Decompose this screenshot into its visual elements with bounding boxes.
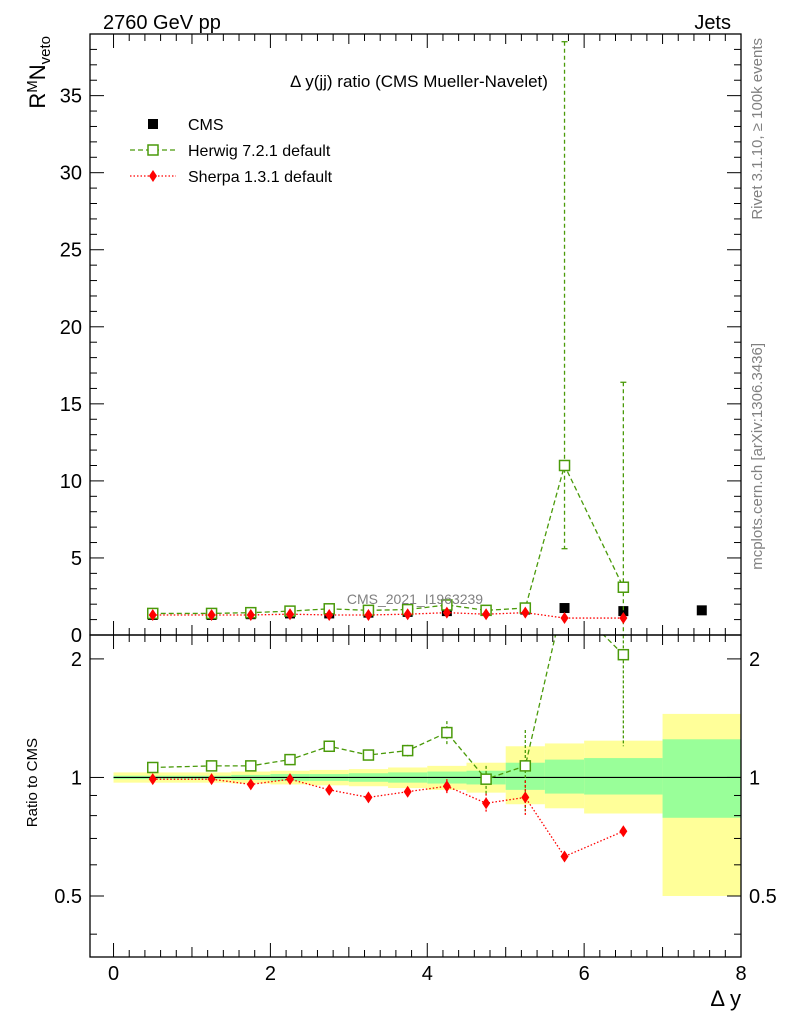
- legend-label-herwig: Herwig 7.2.1 default: [188, 143, 331, 160]
- x-tick-label: 4: [422, 963, 433, 985]
- legend: CMS Herwig 7.2.1 default Sherpa 1.3.1 de…: [130, 117, 333, 186]
- sherpa-point-2: [246, 608, 255, 621]
- side-label-bottom: mcplots.cern.ch [arXiv:1306.3436]: [749, 343, 766, 570]
- chart-title: Δ y(jj) ratio (CMS Mueller-Navelet): [290, 72, 548, 91]
- band-inner-12: [662, 739, 741, 818]
- legend-label-cms: CMS: [188, 117, 224, 134]
- ratio-clipped-group: [146, 635, 630, 863]
- legend-marker-cms: [148, 119, 158, 129]
- sherpa-ratio-point-7: [442, 780, 451, 793]
- herwig-point-10: [558, 459, 571, 472]
- sherpa-point-5: [364, 608, 373, 621]
- ratio-y-tick-label-right: 1: [749, 767, 760, 789]
- header-left: 2760 GeV pp: [103, 12, 221, 34]
- sherpa-ratio-point-11: [619, 825, 628, 838]
- band-inner-11: [584, 758, 663, 795]
- ratio-y-tick-label-right: 0.5: [749, 886, 777, 908]
- main-y-tick-label: 0: [71, 625, 82, 647]
- herwig-ratio-point-0: [146, 761, 159, 774]
- ratio-y-axis-label: Ratio to CMS: [24, 738, 41, 827]
- ratio-y-tick-label-left: 2: [71, 649, 82, 671]
- ratio-y-tick-label-left: 0.5: [54, 886, 82, 908]
- sherpa-ratio-point-5: [364, 791, 373, 804]
- y-axis-label: RMNveto: [24, 36, 54, 109]
- main-y-tick-label: 20: [60, 317, 82, 339]
- sherpa-point-3: [286, 608, 295, 621]
- legend-marker-herwig: [147, 144, 159, 156]
- cms-point-10: [559, 603, 570, 614]
- ratio-panel-marks: [146, 635, 630, 863]
- band-inner-10: [544, 759, 585, 794]
- legend-label-sherpa: Sherpa 1.3.1 default: [188, 169, 333, 186]
- sherpa-point-6: [403, 608, 412, 621]
- main-y-tick-label: 15: [60, 394, 82, 416]
- sherpa-point-0: [148, 608, 157, 621]
- cms-point-11: [618, 606, 629, 617]
- side-label-top: Rivet 3.1.10, ≥ 100k events: [749, 38, 766, 220]
- main-y-tick-label: 5: [71, 548, 82, 570]
- herwig-point-11: [617, 581, 630, 593]
- herwig-ratio-point-3: [284, 753, 296, 766]
- herwig-ratio-point-7: [441, 726, 453, 739]
- cms-point-12: [696, 605, 707, 616]
- herwig-ratio-point-4: [323, 740, 335, 753]
- sherpa-ratio-point-4: [325, 783, 334, 796]
- herwig-ratio-point-1: [205, 760, 218, 772]
- sherpa-point-9: [521, 606, 530, 619]
- herwig-ratio-line: [152, 635, 624, 780]
- x-tick-label: 2: [265, 963, 276, 985]
- sherpa-ratio-point-1: [207, 773, 216, 786]
- sherpa-point-1: [207, 608, 216, 621]
- herwig-ratio-point-9: [519, 760, 532, 772]
- x-tick-label: 0: [108, 963, 119, 985]
- herwig-ratio-point-5: [362, 749, 375, 761]
- main-y-tick-label: 35: [60, 86, 82, 108]
- sherpa-point-7: [442, 606, 451, 619]
- ratio-panel-frame: [89, 634, 742, 958]
- herwig-ratio-point-8: [480, 773, 492, 785]
- sherpa-point-10: [560, 612, 569, 625]
- herwig-line: [152, 463, 624, 615]
- sherpa-ratio-point-0: [148, 773, 157, 786]
- sherpa-point-11: [619, 612, 628, 625]
- ratio-y-tick-label-right: 2: [749, 649, 760, 671]
- sherpa-ratio-point-2: [246, 778, 255, 791]
- sherpa-point-4: [325, 608, 334, 621]
- sherpa-line: [152, 612, 624, 619]
- header-right: Jets: [694, 12, 731, 34]
- herwig-ratio-point-11: [617, 648, 630, 661]
- main-y-tick-label: 30: [60, 163, 82, 185]
- x-axis-label: Δ y: [710, 986, 741, 1011]
- sherpa-ratio-point-6: [403, 785, 412, 798]
- ratio-y-tick-label-left: 1: [71, 767, 82, 789]
- sherpa-ratio-point-3: [286, 773, 295, 786]
- watermark: CMS_2021_I1963239: [347, 591, 483, 607]
- sherpa-ratio-line: [152, 778, 624, 858]
- sherpa-ratio-point-8: [482, 797, 491, 810]
- sherpa-ratio-point-9: [521, 791, 530, 804]
- x-tick-label: 8: [735, 963, 746, 985]
- herwig-ratio-point-2: [245, 760, 257, 772]
- legend-marker-sherpa: [149, 170, 157, 182]
- sherpa-point-8: [482, 608, 491, 621]
- main-y-tick-label: 25: [60, 240, 82, 262]
- x-tick-label: 6: [579, 963, 590, 985]
- sherpa-ratio-point-10: [560, 850, 569, 863]
- herwig-ratio-point-6: [401, 744, 414, 757]
- main-y-tick-label: 10: [60, 471, 82, 493]
- ratio-uncertainty-bands: [113, 713, 741, 896]
- main-panel-marks: [146, 41, 707, 636]
